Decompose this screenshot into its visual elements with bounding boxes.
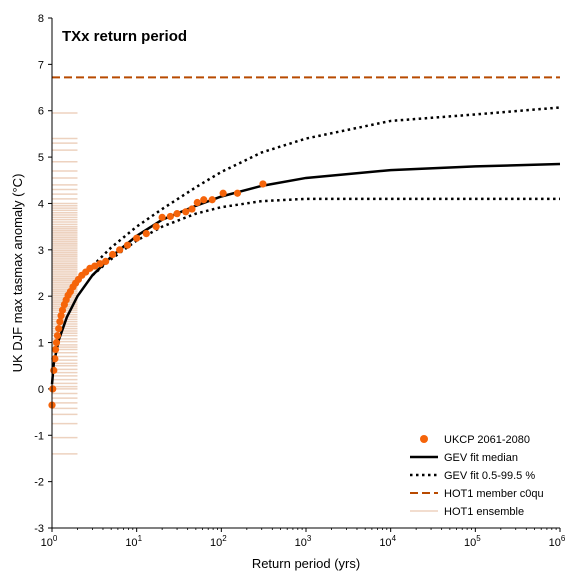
y-tick-label: 8 <box>38 13 44 25</box>
ukcp-point <box>166 212 174 221</box>
y-tick-label: 6 <box>38 106 44 118</box>
ukcp-point <box>193 198 201 207</box>
x-tick-label: 105 <box>464 534 481 549</box>
y-tick-label: 1 <box>38 338 44 350</box>
ukcp-point <box>109 250 117 259</box>
chart-title: TXx return period <box>62 28 187 45</box>
gev-median-line <box>50 162 561 385</box>
y-tick-label: 4 <box>38 198 44 210</box>
ukcp-point <box>219 189 227 197</box>
y-tick-label: 7 <box>38 59 44 71</box>
ukcp-point <box>259 180 267 188</box>
ukcp-point <box>116 246 124 254</box>
y-tick-label: 3 <box>38 245 44 257</box>
y-tick-label: -3 <box>34 523 44 535</box>
legend-marker-ukcp <box>420 435 428 443</box>
y-axis-ticks: -3 -2 -1 0 1 2 3 4 5 6 7 8 <box>34 13 52 535</box>
ukcp-point <box>158 213 166 221</box>
ukcp-point <box>142 229 150 238</box>
ukcp-point <box>173 210 181 218</box>
x-tick-label: 100 <box>41 534 58 549</box>
y-tick-label: 2 <box>38 291 44 303</box>
legend-label-hot1-ensemble: HOT1 ensemble <box>444 506 524 518</box>
ukcp-point <box>102 257 110 266</box>
y-tick-label: -1 <box>34 430 44 442</box>
x-axis-label: Return period (yrs) <box>252 556 360 571</box>
ukcp-point <box>57 312 65 320</box>
ukcp-point <box>50 366 58 374</box>
x-tick-label: 102 <box>210 534 227 549</box>
y-tick-label: -2 <box>34 477 44 489</box>
ukcp-point <box>51 355 59 363</box>
y-tick-label: 0 <box>38 384 44 396</box>
legend: UKCP 2061-2080 GEV fit median GEV fit 0.… <box>410 434 544 518</box>
ukcp-points <box>48 180 267 409</box>
ukcp-point <box>123 241 132 249</box>
ukcp-point <box>188 205 196 213</box>
ukcp-point <box>51 345 60 354</box>
ukcp-point <box>55 325 63 333</box>
ukcp-point <box>49 385 57 393</box>
ukcp-point <box>152 223 160 231</box>
ukcp-point <box>52 338 61 347</box>
y-axis-label: UK DJF max tasmax anomaly (°C) <box>10 174 25 373</box>
ukcp-point <box>200 196 208 204</box>
legend-label-ukcp: UKCP 2061-2080 <box>444 434 530 446</box>
ukcp-point <box>96 260 104 268</box>
x-tick-label: 101 <box>125 534 142 549</box>
ukcp-point <box>56 318 64 326</box>
gev-bound-line <box>91 106 561 267</box>
y-tick-label: 5 <box>38 152 44 164</box>
ukcp-point <box>53 331 62 340</box>
legend-label-median: GEV fit median <box>444 452 518 464</box>
gev-bound-line <box>91 197 560 277</box>
x-tick-label: 106 <box>549 534 566 549</box>
series-lines <box>50 76 561 385</box>
ukcp-point <box>133 234 141 242</box>
ukcp-point <box>182 208 190 216</box>
ukcp-point <box>208 196 216 204</box>
legend-label-bounds: GEV fit 0.5-99.5 % <box>444 470 535 482</box>
x-tick-label: 104 <box>379 534 396 549</box>
x-tick-label: 103 <box>295 534 312 549</box>
ukcp-point <box>233 189 242 197</box>
x-axis-ticks: 100 101 102 103 104 105 106 <box>41 528 566 549</box>
ukcp-point <box>58 306 67 314</box>
legend-label-hot1-member: HOT1 member c0qu <box>444 488 544 500</box>
